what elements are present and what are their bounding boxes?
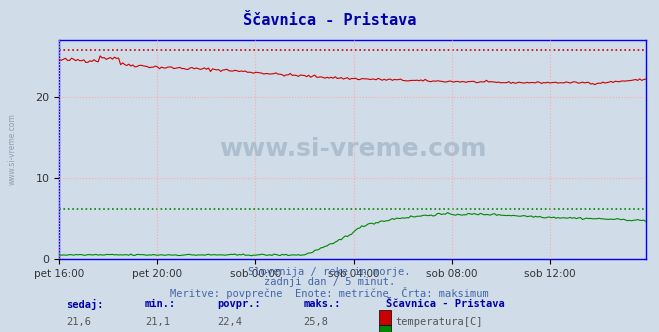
Text: 21,1: 21,1 (145, 317, 170, 327)
Text: 22,4: 22,4 (217, 317, 243, 327)
Text: povpr.:: povpr.: (217, 299, 261, 309)
Text: maks.:: maks.: (303, 299, 341, 309)
Text: min.:: min.: (145, 299, 176, 309)
Text: 21,6: 21,6 (66, 317, 91, 327)
Text: www.si-vreme.com: www.si-vreme.com (219, 137, 486, 161)
Text: www.si-vreme.com: www.si-vreme.com (8, 114, 17, 185)
Text: temperatura[C]: temperatura[C] (395, 317, 483, 327)
Text: Slovenija / reke in morje.: Slovenija / reke in morje. (248, 267, 411, 277)
Text: zadnji dan / 5 minut.: zadnji dan / 5 minut. (264, 277, 395, 287)
Text: sedaj:: sedaj: (66, 299, 103, 310)
Text: Ščavnica - Pristava: Ščavnica - Pristava (243, 13, 416, 28)
Text: Meritve: povprečne  Enote: metrične  Črta: maksimum: Meritve: povprečne Enote: metrične Črta:… (170, 287, 489, 299)
Text: 25,8: 25,8 (303, 317, 328, 327)
Text: Ščavnica - Pristava: Ščavnica - Pristava (386, 299, 504, 309)
